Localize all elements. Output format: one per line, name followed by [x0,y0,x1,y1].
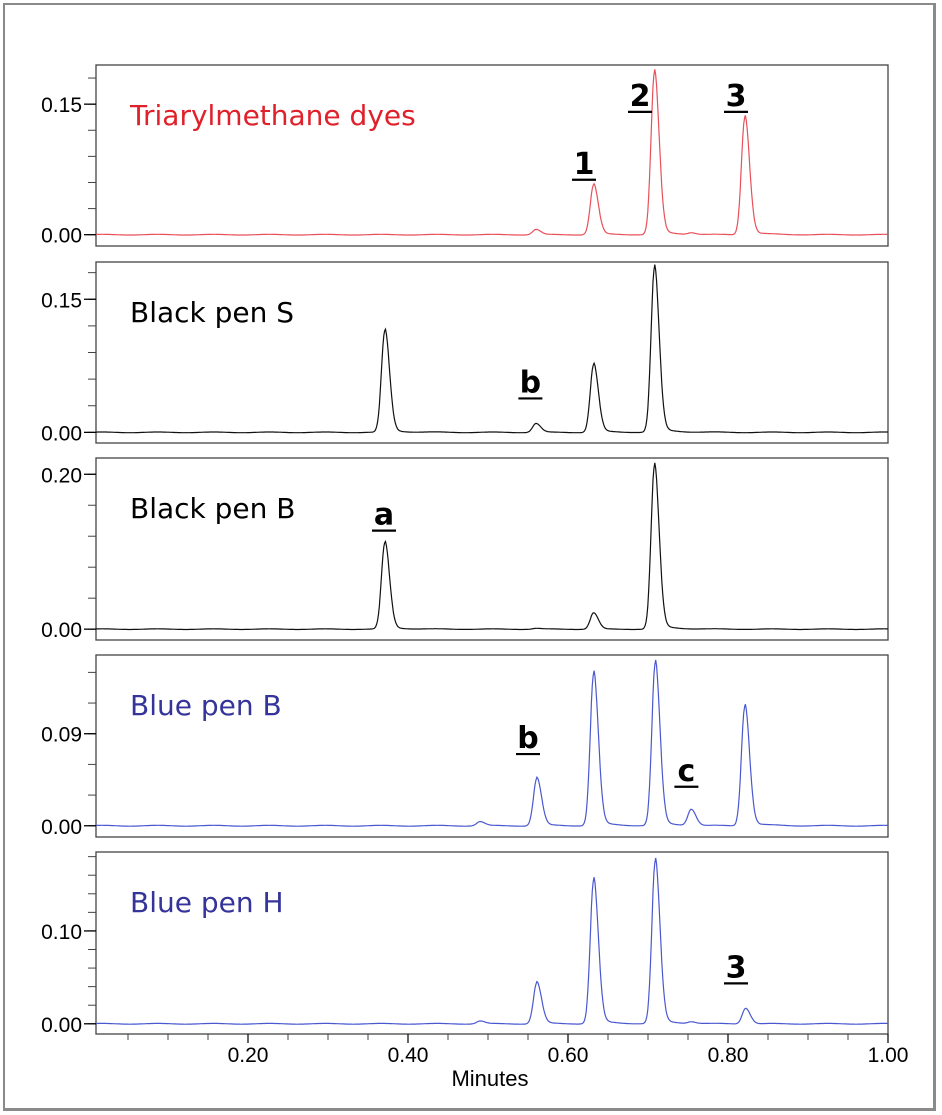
x-tick-label: 1.00 [868,1044,909,1067]
panel-title: Blue pen B [130,689,282,722]
peak-annotation: c [678,754,696,789]
y-tick-label: 0.10 [41,921,82,944]
x-tick-label: 0.40 [388,1044,429,1067]
plot-area [95,64,889,247]
panel-5: 0.00 0.10 Blue pen H 3 0.20 0.40 0.60 0.80 1.00 M… [41,851,909,1091]
trace-line [96,857,889,1025]
y-tick-label: 0.00 [41,619,82,642]
trace-line [96,264,888,434]
peak-annotation: a [374,498,394,533]
y-tick-label: 0.15 [41,94,82,117]
y-tick-label: 0.00 [41,225,82,248]
y-tick-label: 0.15 [41,289,82,312]
peak-annotation: b [520,365,541,400]
panel-title: Black pen B [130,492,296,525]
peak-annotation: 2 [630,79,651,114]
x-tick-label: 0.80 [708,1044,749,1067]
peak-annotation: 3 [726,950,747,985]
x-tick-label: 0.60 [548,1044,589,1067]
trace-line [96,659,888,827]
panel-2: 0.00 0.15 Black pen S b [41,261,889,445]
y-tick-label: 0.09 [41,724,82,747]
plot-area [95,654,889,838]
peak-annotation: 3 [726,79,747,114]
y-tick-label: 0.00 [41,1014,82,1037]
panel-title: Blue pen H [130,886,284,919]
panel-3: 0.00 0.20 Black pen B a [41,457,889,642]
peak-annotation: 1 [574,147,595,182]
plot-area [95,261,889,444]
plot-area [95,457,889,641]
peak-annotation: b [517,721,538,756]
panel-4: 0.00 0.09 Blue pen B b c [41,654,889,839]
trace-line [96,462,888,631]
x-axis-label: Minutes [451,1066,528,1091]
panel-1: 0.00 0.15 Triarylmethane dyes 12 3 [41,64,889,248]
y-tick-label: 0.20 [41,464,82,487]
panel-title: Triarylmethane dyes [129,99,416,132]
plot-area [95,851,889,1035]
y-tick-label: 0.00 [41,422,82,445]
figure-frame [3,3,936,1111]
trace-line [96,69,888,236]
y-tick-label: 0.00 [41,816,82,839]
panel-title: Black pen S [130,296,294,329]
x-tick-label: 0.20 [228,1044,269,1067]
